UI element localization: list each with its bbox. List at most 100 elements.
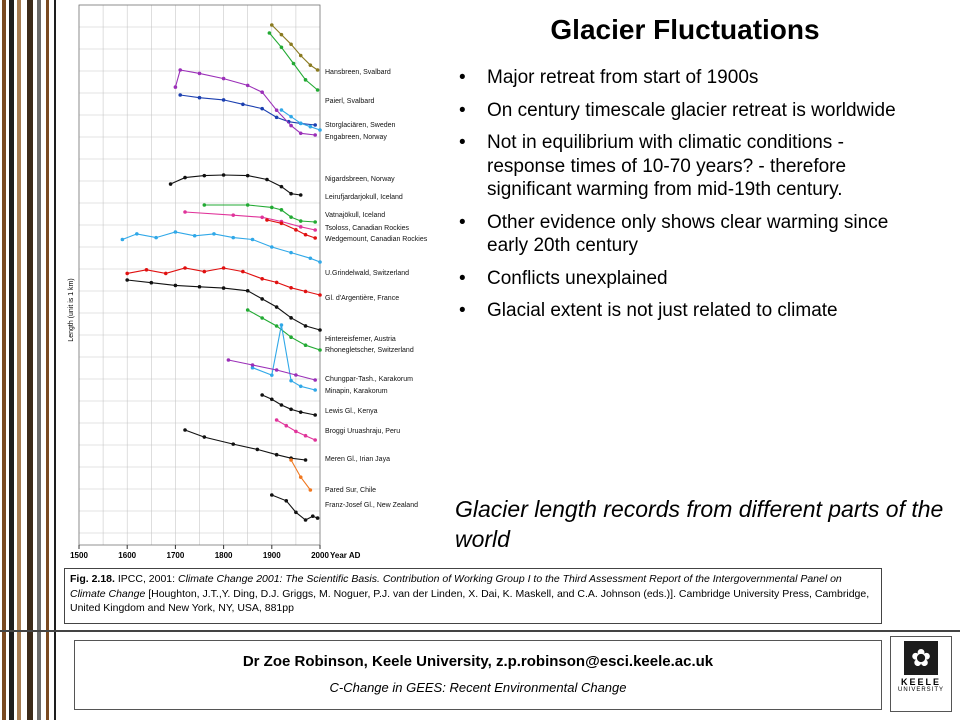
x-tick-label: 1700 bbox=[167, 551, 185, 560]
keele-logo-icon: ✿ bbox=[904, 641, 938, 675]
data-point bbox=[250, 363, 255, 367]
data-point bbox=[303, 289, 308, 294]
data-point bbox=[270, 397, 274, 402]
series-line bbox=[122, 231, 321, 263]
data-point bbox=[274, 418, 279, 422]
data-point bbox=[279, 221, 284, 226]
data-point bbox=[267, 31, 272, 35]
data-point bbox=[226, 358, 231, 362]
data-point bbox=[298, 384, 303, 389]
data-point bbox=[303, 324, 308, 328]
data-point bbox=[202, 269, 207, 274]
data-point bbox=[274, 305, 279, 309]
series-label: Paierl, Svalbard bbox=[325, 98, 375, 105]
data-point bbox=[260, 106, 264, 111]
data-point bbox=[168, 182, 173, 186]
data-point bbox=[289, 458, 293, 462]
x-axis-label: Year AD bbox=[330, 551, 361, 560]
data-point bbox=[260, 297, 264, 301]
data-point bbox=[289, 215, 293, 219]
chart-x-axis: 1500 1600 1700 1800 1900 2000 Year AD bbox=[70, 545, 361, 560]
data-point bbox=[289, 191, 293, 196]
data-point bbox=[289, 378, 293, 383]
data-point bbox=[298, 225, 303, 229]
data-point bbox=[149, 280, 154, 285]
data-point bbox=[250, 237, 255, 242]
data-point bbox=[270, 23, 274, 27]
data-point bbox=[318, 293, 322, 297]
glacier-length-chart: Hansbreen, Svalbard Paierl, Svalbard Storg… bbox=[68, 4, 428, 560]
stripe bbox=[9, 0, 14, 720]
series-label: Wedgemount, Canadian Rockies bbox=[325, 236, 428, 243]
bullet-item: Not in equilibrium with climatic conditi… bbox=[455, 131, 905, 202]
data-point bbox=[125, 278, 129, 282]
series-5 bbox=[168, 173, 303, 197]
series-label: Leirufjardarjokull, Iceland bbox=[325, 194, 403, 201]
series-3 bbox=[279, 108, 322, 132]
data-point bbox=[279, 108, 284, 112]
x-tick-label: 1600 bbox=[118, 551, 136, 560]
data-point bbox=[241, 269, 245, 274]
data-point bbox=[313, 220, 317, 224]
data-point bbox=[241, 102, 245, 107]
stripe bbox=[37, 0, 41, 720]
series-12 bbox=[245, 308, 322, 352]
chart-series-labels: Hansbreen, Svalbard Paierl, Svalbard Storg… bbox=[325, 69, 428, 509]
figure-citation: [Houghton, J.T.,Y. Ding, D.J. Griggs, M.… bbox=[70, 587, 870, 615]
data-point bbox=[294, 429, 298, 434]
bullet-item: Conflicts unexplained bbox=[455, 267, 905, 291]
data-point bbox=[291, 61, 296, 66]
series-16 bbox=[274, 418, 317, 442]
series-label: Rhonegletscher, Switzerland bbox=[325, 347, 414, 354]
chart-series bbox=[120, 23, 322, 522]
series-line bbox=[204, 204, 316, 223]
data-point bbox=[313, 236, 317, 240]
data-point bbox=[231, 235, 236, 240]
data-point bbox=[245, 308, 250, 312]
figure-source: IPCC, 2001: bbox=[117, 573, 176, 585]
bullet-item: Glacial extent is not just related to cl… bbox=[455, 299, 905, 323]
series-15 bbox=[260, 393, 317, 417]
data-point bbox=[313, 438, 317, 442]
plot-frame bbox=[78, 4, 321, 546]
series-4 bbox=[173, 68, 317, 137]
data-point bbox=[173, 230, 178, 234]
stripe bbox=[27, 0, 33, 720]
data-point bbox=[289, 286, 293, 290]
series-line bbox=[261, 394, 316, 416]
data-point bbox=[303, 518, 308, 522]
data-point bbox=[318, 328, 322, 332]
series-10 bbox=[125, 266, 322, 297]
series-6 bbox=[202, 203, 317, 224]
data-point bbox=[144, 268, 149, 272]
data-point bbox=[197, 71, 202, 76]
series-line bbox=[247, 309, 321, 351]
data-point bbox=[315, 68, 320, 72]
footer: Dr Zoe Robinson, Keele University, z.p.r… bbox=[74, 640, 882, 710]
keele-logo: ✿ KEELE UNIVERSITY bbox=[890, 636, 952, 712]
data-point bbox=[120, 237, 125, 242]
series-label: Pared Sur, Chile bbox=[325, 487, 376, 494]
data-point bbox=[270, 205, 274, 210]
data-point bbox=[245, 83, 250, 88]
series-9 bbox=[120, 230, 322, 264]
series-0 bbox=[270, 23, 320, 72]
x-tick-label: 1800 bbox=[215, 551, 233, 560]
data-point bbox=[245, 289, 250, 293]
data-point bbox=[315, 516, 320, 520]
series-label: Storglaciären, Sweden bbox=[325, 122, 396, 129]
data-point bbox=[313, 123, 317, 127]
figure-caption: Glacier length records from different pa… bbox=[455, 496, 944, 552]
data-point bbox=[178, 68, 183, 72]
series-line bbox=[266, 219, 316, 239]
data-point bbox=[212, 232, 216, 236]
data-point bbox=[294, 510, 298, 515]
data-point bbox=[245, 203, 250, 207]
data-point bbox=[260, 277, 264, 281]
data-point bbox=[231, 213, 236, 217]
data-point bbox=[173, 283, 178, 288]
data-point bbox=[202, 173, 207, 178]
data-point bbox=[274, 324, 279, 328]
series-17 bbox=[183, 428, 308, 462]
data-point bbox=[279, 208, 284, 212]
